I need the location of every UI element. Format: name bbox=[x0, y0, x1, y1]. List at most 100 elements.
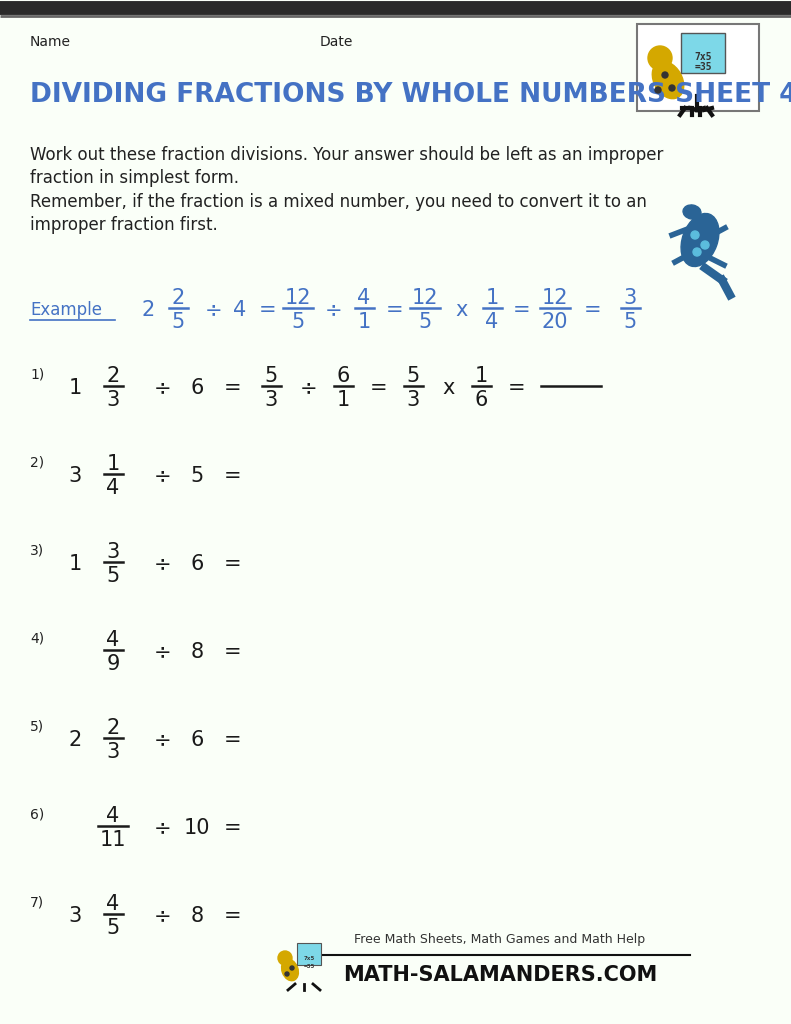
Text: 3: 3 bbox=[407, 390, 419, 410]
Text: 1: 1 bbox=[68, 378, 81, 398]
Text: ÷: ÷ bbox=[154, 378, 172, 398]
Text: 4: 4 bbox=[106, 478, 119, 498]
Text: ÷: ÷ bbox=[154, 818, 172, 838]
Circle shape bbox=[693, 248, 701, 256]
Text: 2: 2 bbox=[106, 366, 119, 386]
Text: 5: 5 bbox=[106, 566, 119, 586]
Text: ÷: ÷ bbox=[205, 300, 223, 319]
Ellipse shape bbox=[653, 61, 683, 98]
Text: 6: 6 bbox=[191, 378, 204, 398]
Text: 6: 6 bbox=[191, 554, 204, 574]
Text: ÷: ÷ bbox=[325, 300, 343, 319]
Text: ÷: ÷ bbox=[154, 642, 172, 662]
Circle shape bbox=[669, 85, 675, 91]
Text: =: = bbox=[224, 730, 242, 750]
Text: 3: 3 bbox=[68, 906, 81, 926]
Text: ÷: ÷ bbox=[154, 730, 172, 750]
Text: 9: 9 bbox=[106, 654, 119, 674]
Text: 5): 5) bbox=[30, 719, 44, 733]
Text: 1: 1 bbox=[358, 312, 371, 332]
Text: 2: 2 bbox=[106, 718, 119, 738]
Text: 4): 4) bbox=[30, 631, 44, 645]
Text: =: = bbox=[224, 642, 242, 662]
Text: 2: 2 bbox=[68, 730, 81, 750]
Circle shape bbox=[285, 972, 289, 976]
Text: ÷: ÷ bbox=[154, 466, 172, 486]
Text: =35: =35 bbox=[694, 62, 712, 72]
Text: 20: 20 bbox=[542, 312, 568, 332]
Circle shape bbox=[662, 72, 668, 78]
Text: 3: 3 bbox=[264, 390, 278, 410]
Text: Example: Example bbox=[30, 301, 102, 319]
Text: 3): 3) bbox=[30, 543, 44, 557]
Text: 4: 4 bbox=[358, 288, 371, 308]
FancyBboxPatch shape bbox=[681, 33, 725, 73]
Text: ÷: ÷ bbox=[301, 378, 318, 398]
Text: 6): 6) bbox=[30, 807, 44, 821]
Text: 6: 6 bbox=[191, 730, 204, 750]
Ellipse shape bbox=[681, 213, 719, 266]
Text: Work out these fraction divisions. Your answer should be left as an improper: Work out these fraction divisions. Your … bbox=[30, 146, 664, 164]
Text: 1: 1 bbox=[486, 288, 498, 308]
Text: Remember, if the fraction is a mixed number, you need to convert it to an: Remember, if the fraction is a mixed num… bbox=[30, 193, 647, 211]
Text: 4: 4 bbox=[486, 312, 498, 332]
Text: 5: 5 bbox=[264, 366, 278, 386]
Text: 5: 5 bbox=[291, 312, 305, 332]
Text: 1: 1 bbox=[68, 554, 81, 574]
Text: Date: Date bbox=[320, 35, 354, 49]
Text: =: = bbox=[224, 378, 242, 398]
Text: 8: 8 bbox=[191, 642, 203, 662]
Text: 12: 12 bbox=[285, 288, 311, 308]
Text: 4: 4 bbox=[106, 806, 119, 826]
Text: 4: 4 bbox=[106, 894, 119, 914]
Text: =: = bbox=[224, 466, 242, 486]
Text: 5: 5 bbox=[172, 312, 184, 332]
Text: 3: 3 bbox=[68, 466, 81, 486]
FancyBboxPatch shape bbox=[637, 24, 759, 111]
Text: =: = bbox=[224, 906, 242, 926]
Text: 1: 1 bbox=[106, 454, 119, 474]
Text: Free Math Sheets, Math Games and Math Help: Free Math Sheets, Math Games and Math He… bbox=[354, 934, 645, 946]
Text: 1): 1) bbox=[30, 367, 44, 381]
Text: x: x bbox=[456, 300, 468, 319]
Text: 1: 1 bbox=[336, 390, 350, 410]
Text: 3: 3 bbox=[623, 288, 637, 308]
Text: =: = bbox=[370, 378, 388, 398]
Text: 3: 3 bbox=[106, 542, 119, 562]
FancyBboxPatch shape bbox=[297, 943, 321, 965]
Text: 5: 5 bbox=[407, 366, 419, 386]
Text: =: = bbox=[585, 300, 602, 319]
Text: =: = bbox=[259, 300, 277, 319]
Text: 7x5: 7x5 bbox=[304, 955, 315, 961]
Text: DIVIDING FRACTIONS BY WHOLE NUMBERS SHEET 4: DIVIDING FRACTIONS BY WHOLE NUMBERS SHEE… bbox=[30, 82, 791, 108]
Text: improper fraction first.: improper fraction first. bbox=[30, 216, 218, 234]
Text: 3: 3 bbox=[106, 390, 119, 410]
Text: fraction in simplest form.: fraction in simplest form. bbox=[30, 169, 239, 187]
Text: 6: 6 bbox=[336, 366, 350, 386]
Text: MATH-SALAMANDERS.COM: MATH-SALAMANDERS.COM bbox=[343, 965, 657, 985]
Text: =: = bbox=[224, 818, 242, 838]
Text: 6: 6 bbox=[475, 390, 488, 410]
Circle shape bbox=[691, 231, 699, 239]
Circle shape bbox=[648, 46, 672, 70]
Text: =: = bbox=[508, 378, 526, 398]
Text: 2: 2 bbox=[172, 288, 184, 308]
Text: 12: 12 bbox=[542, 288, 568, 308]
Text: =: = bbox=[513, 300, 531, 319]
Text: 1: 1 bbox=[475, 366, 487, 386]
Text: =35: =35 bbox=[304, 964, 315, 969]
Text: =: = bbox=[224, 554, 242, 574]
Ellipse shape bbox=[683, 205, 701, 219]
Circle shape bbox=[701, 241, 709, 249]
Text: 5: 5 bbox=[106, 918, 119, 938]
Circle shape bbox=[655, 87, 661, 93]
Text: 5: 5 bbox=[623, 312, 637, 332]
Text: 12: 12 bbox=[412, 288, 438, 308]
Text: Name: Name bbox=[30, 35, 71, 49]
Text: 11: 11 bbox=[100, 830, 127, 850]
Ellipse shape bbox=[282, 959, 298, 981]
Text: ÷: ÷ bbox=[154, 906, 172, 926]
Text: 2: 2 bbox=[142, 300, 154, 319]
Text: 7x5: 7x5 bbox=[694, 52, 712, 62]
Text: 4: 4 bbox=[233, 300, 247, 319]
